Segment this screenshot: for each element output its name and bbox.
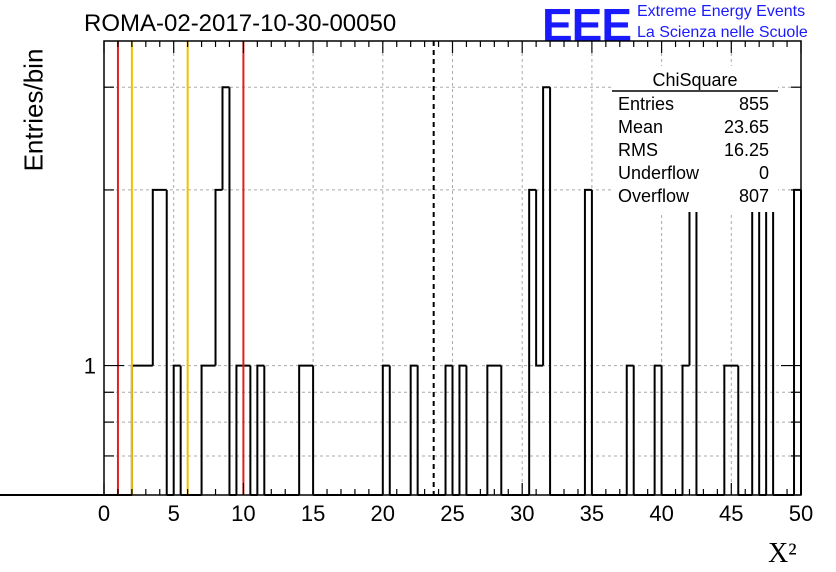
histogram-bin bbox=[151, 188, 167, 366]
histogram-bin bbox=[681, 364, 690, 495]
histogram-bin bbox=[765, 188, 774, 495]
histogram-bin bbox=[486, 364, 502, 495]
histogram-bin bbox=[751, 188, 760, 495]
histogram-bin bbox=[298, 364, 314, 495]
x-tick-label: 10 bbox=[231, 501, 255, 526]
y-tick-label: 1 bbox=[84, 354, 96, 379]
stats-box: ChiSquare Entries 855 Mean 23.65 RMS 16.25 Unde… bbox=[612, 66, 778, 212]
x-tick-label: 50 bbox=[789, 501, 813, 526]
stats-label: Underflow bbox=[618, 163, 700, 183]
x-tick-label: 20 bbox=[371, 501, 395, 526]
histogram-bin bbox=[625, 364, 634, 495]
histogram-bin bbox=[535, 189, 544, 367]
histogram-bin bbox=[381, 364, 390, 495]
stats-value: 0 bbox=[759, 163, 769, 183]
stats-value: 23.65 bbox=[724, 117, 769, 137]
x-tick-label: 35 bbox=[580, 501, 604, 526]
stats-value: 16.25 bbox=[724, 140, 769, 160]
x-tick-label: 45 bbox=[719, 501, 743, 526]
histogram-bin bbox=[172, 364, 181, 495]
x-tick-label: 25 bbox=[440, 501, 464, 526]
stats-title: ChiSquare bbox=[652, 70, 737, 90]
stats-label: Overflow bbox=[618, 186, 690, 206]
histogram-bin bbox=[221, 86, 230, 190]
x-tick-label: 5 bbox=[168, 501, 180, 526]
x-tick-label: 30 bbox=[510, 501, 534, 526]
histogram-bin bbox=[130, 364, 153, 495]
logo-subtitle-line2: La Scienza nelle Scuole bbox=[637, 24, 808, 41]
histogram-bin bbox=[235, 364, 251, 495]
stats-label: Entries bbox=[618, 94, 674, 114]
x-tick-label: 15 bbox=[301, 501, 325, 526]
chart-title: ROMA-02-2017-10-30-00050 bbox=[84, 10, 397, 37]
histogram-bin bbox=[528, 188, 537, 495]
x-axis-label: X² bbox=[768, 538, 797, 569]
logo-subtitle-line1: Extreme Energy Events bbox=[637, 3, 806, 20]
histogram-bin bbox=[458, 364, 467, 495]
histogram-bin bbox=[256, 364, 265, 495]
reference-lines bbox=[116, 41, 435, 495]
stats-label: Mean bbox=[618, 117, 663, 137]
histogram-bin bbox=[444, 364, 453, 495]
histogram-bin bbox=[542, 86, 551, 366]
histogram-bin bbox=[409, 364, 418, 495]
x-tick-label: 40 bbox=[649, 501, 673, 526]
histogram-bin bbox=[793, 188, 801, 495]
histogram-bin bbox=[583, 188, 592, 495]
stats-value: 807 bbox=[739, 186, 769, 206]
x-tick-label: 0 bbox=[98, 501, 110, 526]
histogram-bin bbox=[200, 364, 216, 495]
histogram-bin bbox=[688, 188, 697, 366]
histogram-bin bbox=[653, 364, 662, 495]
histogram-bin bbox=[214, 188, 223, 366]
stats-value: 855 bbox=[739, 94, 769, 114]
histogram-bin bbox=[723, 364, 739, 495]
axes: 0 5 10 15 20 25 30 35 40 45 50 1 bbox=[84, 40, 813, 526]
stats-label: RMS bbox=[618, 140, 658, 160]
